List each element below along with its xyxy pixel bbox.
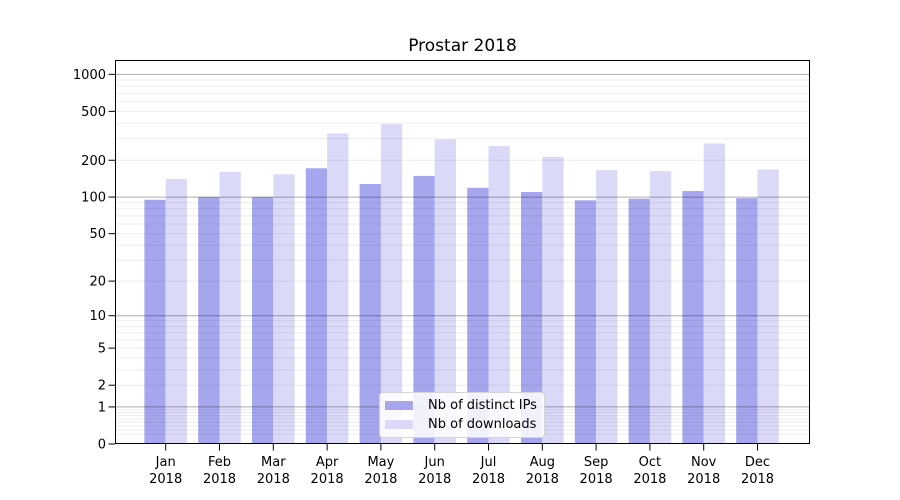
bar-distinct-ips-sep	[574, 200, 597, 444]
bar-downloads-apr	[327, 133, 349, 444]
x-tick-label-nov: Nov 2018	[687, 455, 720, 487]
bars-group	[144, 124, 779, 445]
bar-downloads-jul	[488, 146, 510, 444]
x-tick-label-feb: Feb 2018	[203, 455, 236, 487]
bar-distinct-ips-may	[359, 183, 381, 445]
y-tick-label: 5	[98, 342, 106, 357]
x-tick-label-jan: Jan 2018	[149, 455, 182, 487]
y-tick-label: 200	[81, 154, 106, 169]
bar-distinct-ips-oct	[628, 198, 650, 444]
legend-label-distinct-ips: Nb of distinct IPs	[428, 397, 537, 413]
x-tick-label-mar: Mar 2018	[257, 455, 290, 487]
x-tick-label-jun: Jun 2018	[418, 455, 451, 487]
bar-downloads-may	[380, 124, 403, 444]
bar-distinct-ips-dec	[736, 198, 758, 444]
bar-distinct-ips-nov	[682, 191, 704, 444]
legend-swatch-distinct-ips	[385, 401, 413, 410]
x-tick-label-sep: Sep 2018	[580, 455, 613, 487]
legend-item-distinct-ips: Nb of distinct IPs	[385, 397, 544, 413]
y-tick-label: 20	[89, 275, 106, 290]
x-tick-label-dec: Dec 2018	[741, 455, 774, 487]
y-tick-label: 10	[89, 309, 106, 324]
bar-distinct-ips-jan	[144, 199, 166, 444]
bar-distinct-ips-apr	[305, 168, 328, 444]
chart-title: Prostar 2018	[408, 36, 517, 56]
y-tick-label: 100	[81, 191, 106, 206]
y-tick-label: 1	[98, 400, 106, 415]
legend-swatch-downloads	[385, 420, 413, 429]
y-tick-label: 2	[98, 379, 106, 394]
bar-downloads-jun	[434, 139, 456, 445]
bar-downloads-mar	[273, 174, 295, 444]
bar-downloads-nov	[703, 143, 725, 444]
bar-distinct-ips-mar	[252, 197, 274, 444]
bar-downloads-feb	[219, 171, 241, 445]
x-tick-label-jul: Jul 2018	[472, 455, 505, 487]
bar-downloads-sep	[596, 170, 618, 444]
plot-border	[115, 60, 810, 444]
y-tick-label: 0	[98, 438, 106, 453]
legend-label-downloads: Nb of downloads	[428, 416, 537, 432]
bar-downloads-dec	[757, 169, 779, 444]
y-tick-label: 1000	[73, 68, 106, 83]
bar-downloads-aug	[542, 156, 564, 444]
x-tick-label-may: May 2018	[364, 455, 397, 487]
bar-downloads-jan	[165, 178, 187, 444]
bar-distinct-ips-feb	[198, 197, 220, 444]
legend-item-downloads: Nb of downloads	[385, 416, 544, 432]
axes-group: 0 1 2 5 10 20 50 100 200 500 1000 Jan 2018 Feb 2018 Mar…	[73, 60, 810, 487]
bar-distinct-ips-jun	[413, 175, 435, 444]
y-tick-label: 50	[89, 227, 106, 242]
x-tick-label-apr: Apr 2018	[311, 455, 344, 487]
x-tick-label-oct: Oct 2018	[633, 455, 666, 487]
bar-distinct-ips-jul	[467, 187, 489, 444]
bar-distinct-ips-aug	[521, 192, 543, 444]
legend: Nb of distinct IPs Nb of downloads	[379, 392, 545, 438]
x-tick-label-aug: Aug 2018	[526, 455, 559, 487]
y-tick-label: 500	[81, 105, 106, 120]
bar-downloads-oct	[649, 171, 672, 444]
